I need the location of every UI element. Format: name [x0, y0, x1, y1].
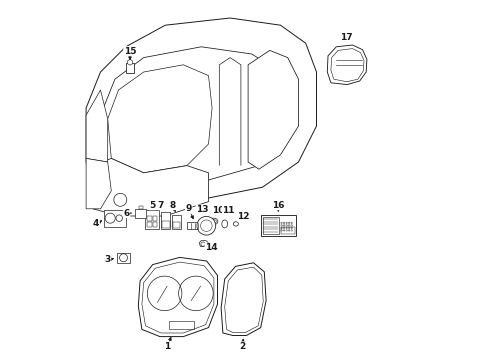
- Polygon shape: [86, 158, 111, 209]
- Text: 1: 1: [163, 342, 170, 351]
- Polygon shape: [101, 47, 287, 180]
- Bar: [280, 227, 294, 234]
- Bar: [162, 221, 169, 228]
- Bar: [152, 216, 157, 221]
- Bar: [145, 210, 159, 229]
- Text: 12: 12: [237, 212, 249, 221]
- Circle shape: [197, 216, 215, 235]
- Text: 15: 15: [123, 46, 136, 55]
- Text: 10: 10: [212, 206, 224, 215]
- Polygon shape: [86, 90, 107, 162]
- Ellipse shape: [209, 218, 218, 225]
- Bar: [146, 222, 151, 227]
- Polygon shape: [247, 50, 298, 169]
- Bar: [152, 222, 157, 227]
- Text: 6: 6: [123, 209, 130, 217]
- Bar: [161, 212, 170, 229]
- Bar: [173, 222, 180, 228]
- Bar: [146, 216, 151, 221]
- Polygon shape: [86, 18, 316, 209]
- Polygon shape: [127, 59, 132, 65]
- Bar: [104, 210, 126, 227]
- Polygon shape: [199, 240, 208, 247]
- Polygon shape: [221, 263, 265, 336]
- Text: 8: 8: [169, 201, 175, 210]
- Text: 11: 11: [222, 206, 234, 215]
- Bar: [260, 215, 295, 236]
- Text: 14: 14: [204, 243, 217, 252]
- Bar: [126, 63, 133, 73]
- Bar: [168, 321, 194, 329]
- Text: 5: 5: [149, 201, 155, 210]
- Ellipse shape: [222, 220, 227, 228]
- Bar: [134, 209, 145, 218]
- Text: 2: 2: [239, 342, 245, 351]
- Text: 3: 3: [104, 256, 111, 264]
- Polygon shape: [93, 158, 208, 216]
- Polygon shape: [326, 45, 366, 85]
- Bar: [139, 206, 142, 209]
- Text: 4: 4: [93, 219, 99, 228]
- Polygon shape: [107, 65, 212, 173]
- Bar: [262, 217, 278, 234]
- Text: 17: 17: [340, 33, 352, 42]
- Bar: [186, 222, 203, 229]
- Bar: [172, 215, 181, 229]
- Text: 7: 7: [158, 201, 164, 210]
- Bar: [117, 253, 130, 263]
- Text: 13: 13: [196, 205, 208, 214]
- Text: 16: 16: [271, 201, 284, 210]
- Polygon shape: [138, 257, 217, 337]
- Text: 9: 9: [185, 204, 191, 213]
- Ellipse shape: [233, 222, 238, 226]
